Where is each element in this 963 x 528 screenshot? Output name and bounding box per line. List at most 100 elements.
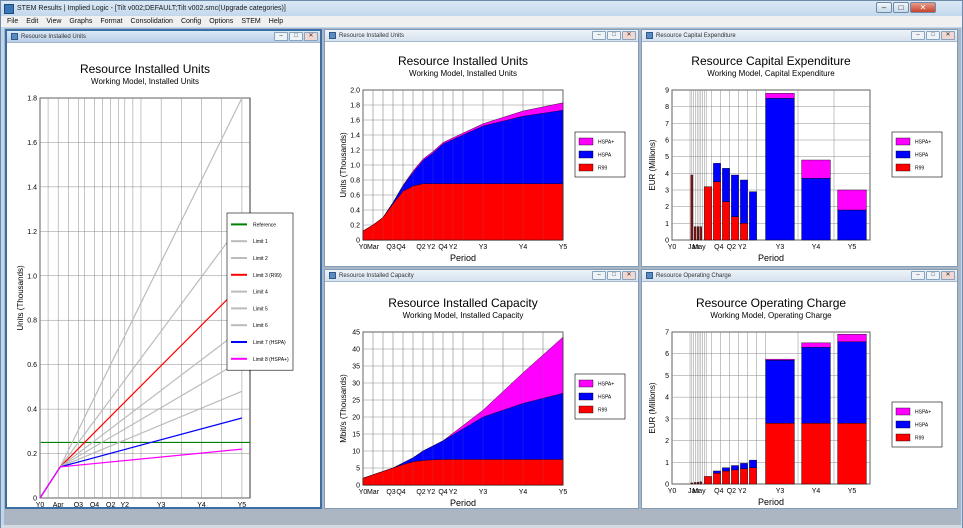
series-line [39, 448, 242, 499]
y-tick-label: 0 [665, 482, 669, 489]
x-axis-label: Period [450, 498, 476, 508]
x-tick-label: Y5 [848, 488, 857, 495]
y-tick-label: 0 [356, 238, 360, 245]
panel-minimize-button[interactable]: – [592, 271, 606, 280]
panel-capital-expenditure[interactable]: Resource Capital Expenditure – □ ✕ Resou… [641, 29, 958, 267]
panel-maximize-button[interactable]: □ [926, 271, 940, 280]
chart-title: Resource Installed Units [398, 54, 528, 68]
legend-label: Limit 4 [253, 290, 268, 296]
minimize-button[interactable]: – [876, 2, 892, 13]
chart-window-icon [329, 272, 336, 279]
x-tick-label: Q3 [74, 502, 83, 507]
x-tick-label: Y2 [449, 244, 458, 251]
bar-segment-r99 [765, 422, 795, 485]
legend-label: Limit 8 (HSPA+) [253, 357, 289, 363]
bar-segment-r99 [690, 174, 693, 241]
panel-titlebar[interactable]: Resource Capital Expenditure – □ ✕ [642, 30, 957, 42]
y-tick-label: 4 [665, 395, 669, 402]
menu-stem[interactable]: STEM [241, 18, 261, 25]
y-tick-label: 3 [665, 416, 669, 423]
panel-close-button[interactable]: ✕ [622, 31, 636, 40]
y-tick-label: 4 [665, 171, 669, 178]
panel-operating-charge[interactable]: Resource Operating Charge – □ ✕ Resource… [641, 269, 958, 509]
x-tick-label: Y5 [559, 244, 568, 251]
menu-format[interactable]: Format [100, 18, 123, 25]
legend-label: Limit 2 [253, 256, 268, 262]
panel-close-button[interactable]: ✕ [304, 32, 318, 41]
panel-close-button[interactable]: ✕ [941, 31, 955, 40]
x-tick-label: Q2 [416, 244, 425, 251]
legend-label: Limit 5 [253, 306, 268, 312]
legend-swatch [578, 137, 594, 146]
x-tick-label: Y3 [776, 244, 785, 251]
close-button[interactable]: ✕ [910, 2, 936, 13]
panel-maximize-button[interactable]: □ [607, 31, 621, 40]
chart-subtitle: Working Model, Installed Units [91, 77, 199, 86]
x-tick-label: Q4 [396, 244, 405, 251]
legend-swatch [895, 407, 911, 416]
x-tick-label: Y0 [668, 244, 677, 251]
panel-installed-units-limits[interactable]: Resource Installed Units – □ ✕ Resource … [5, 29, 322, 509]
y-tick-label: 25 [352, 398, 360, 405]
panel-minimize-button[interactable]: – [274, 32, 288, 41]
legend-swatch [895, 433, 911, 442]
x-tick-label: Y0 [668, 488, 677, 495]
y-axis-label: EUR (Millions) [648, 139, 657, 190]
menu-config[interactable]: Config [180, 18, 202, 25]
menu-graphs[interactable]: Graphs [69, 18, 93, 25]
menu-file[interactable]: File [7, 18, 19, 25]
panel-installed-capacity[interactable]: Resource Installed Capacity – □ ✕ Resour… [324, 269, 639, 509]
panel-title: Resource Installed Capacity [339, 272, 414, 279]
panel-installed-units[interactable]: Resource Installed Units – □ ✕ Resource … [324, 29, 639, 267]
panel-maximize-button[interactable]: □ [607, 271, 621, 280]
bar-segment-hspa [713, 163, 721, 182]
panel-controls: – □ ✕ [910, 31, 955, 40]
panel-titlebar[interactable]: Resource Installed Units – □ ✕ [7, 31, 320, 43]
y-tick-label: 10 [352, 449, 360, 456]
y-tick-label: 0.8 [27, 318, 37, 325]
y-tick-label: 6 [665, 351, 669, 358]
bar-segment-r99 [713, 472, 721, 485]
x-tick-label: Y4 [519, 244, 528, 251]
bar-segment-hspa [749, 459, 757, 468]
legend-label: HSPA+ [915, 140, 931, 146]
menu-edit[interactable]: Edit [26, 18, 39, 25]
menu-consolidation[interactable]: Consolidation [130, 18, 173, 25]
y-tick-label: 5 [665, 154, 669, 161]
bar-segment-r99 [693, 226, 697, 241]
panel-titlebar[interactable]: Resource Installed Units – □ ✕ [325, 30, 638, 42]
panel-maximize-button[interactable]: □ [926, 31, 940, 40]
maximize-button[interactable]: □ [893, 2, 909, 13]
panel-titlebar[interactable]: Resource Operating Charge – □ ✕ [642, 270, 957, 282]
x-tick-label: Jan [688, 488, 699, 495]
panel-minimize-button[interactable]: – [911, 271, 925, 280]
x-tick-label: Y4 [812, 244, 821, 251]
panel-minimize-button[interactable]: – [911, 31, 925, 40]
panel-minimize-button[interactable]: – [592, 31, 606, 40]
legend-swatch [578, 150, 594, 159]
menu-view[interactable]: View [46, 18, 62, 25]
menu-help[interactable]: Help [268, 18, 284, 25]
y-tick-label: 45 [352, 330, 360, 337]
plot-area [39, 97, 251, 499]
panel-titlebar[interactable]: Resource Installed Capacity – □ ✕ [325, 270, 638, 282]
menu-options[interactable]: Options [209, 18, 234, 25]
y-tick-label: 1.0 [350, 163, 360, 170]
chart-window-icon [329, 32, 336, 39]
x-tick-label: Q3 [386, 489, 395, 496]
y-tick-label: 3 [665, 188, 669, 195]
legend-swatch [578, 379, 594, 388]
x-tick-label: Y2 [738, 488, 747, 495]
window-titlebar[interactable]: STEM Results | Implied Logic - [Tilt v00… [1, 1, 962, 16]
bar-segment-hspa [749, 191, 757, 241]
legend-label: HSPA [598, 153, 612, 159]
panel-maximize-button[interactable]: □ [289, 32, 303, 41]
panel-close-button[interactable]: ✕ [941, 271, 955, 280]
panel-close-button[interactable]: ✕ [622, 271, 636, 280]
x-tick-label: May [692, 244, 706, 251]
x-tick-label: Q2 [727, 244, 736, 251]
